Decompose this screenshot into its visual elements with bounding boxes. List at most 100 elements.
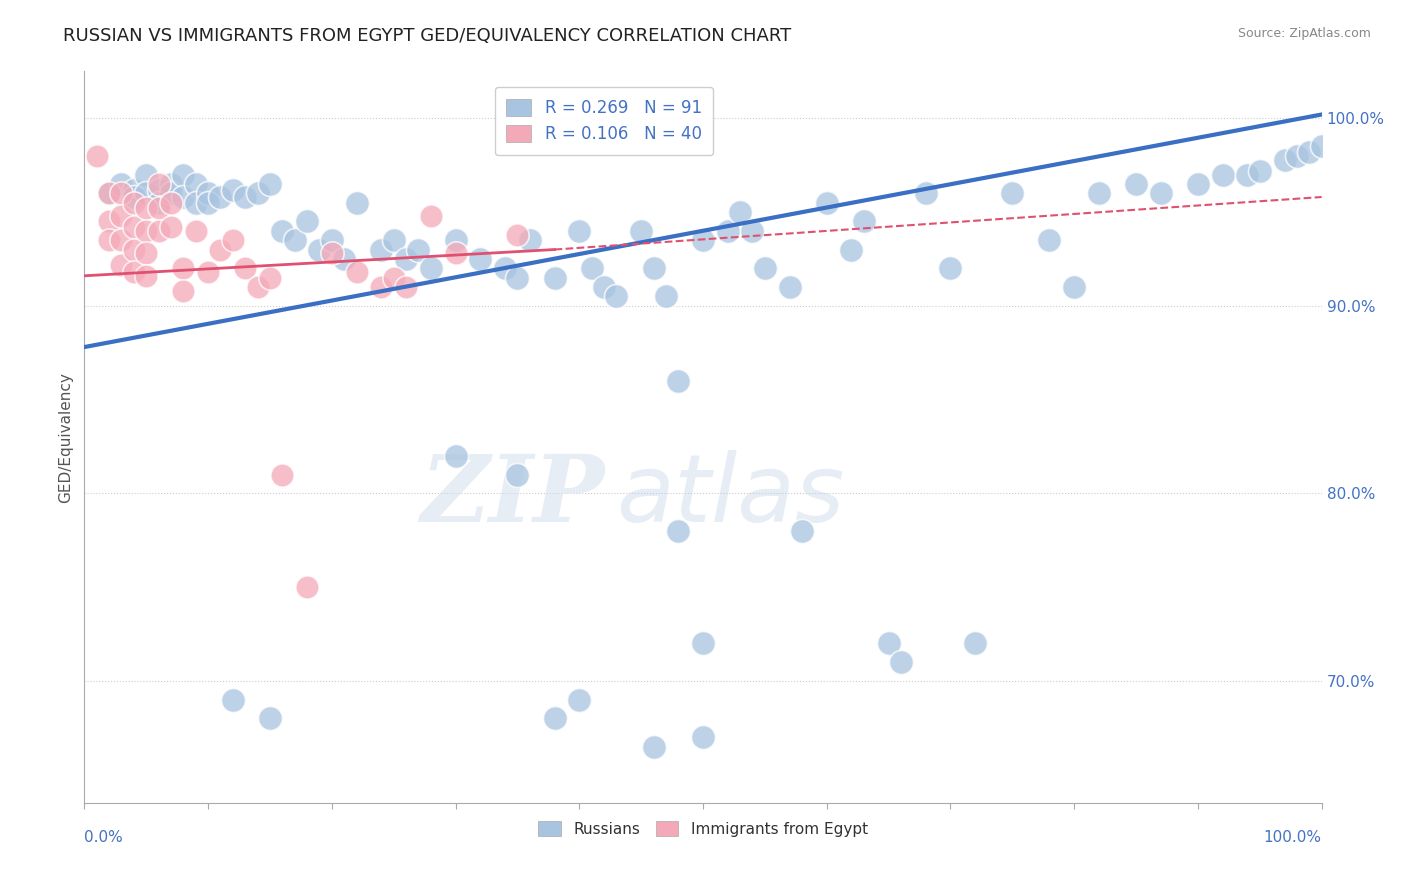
Point xyxy=(172,168,194,182)
Point xyxy=(1212,168,1234,182)
Point xyxy=(1274,153,1296,167)
Point xyxy=(184,195,207,210)
Point xyxy=(284,233,307,247)
Point xyxy=(370,280,392,294)
Point xyxy=(593,280,616,294)
Point xyxy=(122,190,145,204)
Point xyxy=(122,265,145,279)
Point xyxy=(1001,186,1024,201)
Point xyxy=(1088,186,1111,201)
Point xyxy=(184,177,207,191)
Point xyxy=(370,243,392,257)
Point xyxy=(395,252,418,266)
Point xyxy=(519,233,541,247)
Point xyxy=(444,449,467,463)
Point xyxy=(779,280,801,294)
Point xyxy=(419,209,441,223)
Point xyxy=(1236,168,1258,182)
Point xyxy=(259,711,281,725)
Point xyxy=(1298,145,1320,159)
Point xyxy=(666,524,689,538)
Point xyxy=(568,692,591,706)
Point xyxy=(98,233,121,247)
Point xyxy=(98,186,121,201)
Point xyxy=(382,270,405,285)
Point xyxy=(148,201,170,215)
Point xyxy=(86,149,108,163)
Point xyxy=(568,224,591,238)
Point xyxy=(655,289,678,303)
Point xyxy=(643,261,665,276)
Point xyxy=(419,261,441,276)
Point xyxy=(135,224,157,238)
Point xyxy=(790,524,813,538)
Point xyxy=(172,190,194,204)
Point xyxy=(135,168,157,182)
Point xyxy=(543,270,565,285)
Point xyxy=(605,289,627,303)
Point xyxy=(444,233,467,247)
Point xyxy=(543,711,565,725)
Point xyxy=(333,252,356,266)
Point xyxy=(160,177,183,191)
Point xyxy=(222,233,245,247)
Point xyxy=(148,182,170,196)
Point xyxy=(135,246,157,260)
Point xyxy=(321,246,343,260)
Text: atlas: atlas xyxy=(616,450,845,541)
Point xyxy=(1249,163,1271,178)
Point xyxy=(346,195,368,210)
Point xyxy=(470,252,492,266)
Point xyxy=(110,209,132,223)
Point xyxy=(1063,280,1085,294)
Point xyxy=(246,280,269,294)
Text: 0.0%: 0.0% xyxy=(84,830,124,845)
Point xyxy=(815,195,838,210)
Point xyxy=(321,233,343,247)
Point xyxy=(408,243,430,257)
Point xyxy=(965,636,987,650)
Text: RUSSIAN VS IMMIGRANTS FROM EGYPT GED/EQUIVALENCY CORRELATION CHART: RUSSIAN VS IMMIGRANTS FROM EGYPT GED/EQU… xyxy=(63,27,792,45)
Point xyxy=(728,205,751,219)
Text: 100.0%: 100.0% xyxy=(1264,830,1322,845)
Point xyxy=(308,243,330,257)
Point xyxy=(209,243,232,257)
Point xyxy=(148,177,170,191)
Point xyxy=(233,190,256,204)
Point xyxy=(110,258,132,272)
Point xyxy=(877,636,900,650)
Point xyxy=(717,224,740,238)
Point xyxy=(741,224,763,238)
Point xyxy=(1150,186,1173,201)
Point xyxy=(110,186,132,201)
Point xyxy=(444,246,467,260)
Legend: Russians, Immigrants from Egypt: Russians, Immigrants from Egypt xyxy=(531,814,875,843)
Text: ZIP: ZIP xyxy=(420,450,605,541)
Point xyxy=(382,233,405,247)
Point xyxy=(692,730,714,744)
Point xyxy=(122,182,145,196)
Point xyxy=(222,692,245,706)
Point xyxy=(295,214,318,228)
Point xyxy=(246,186,269,201)
Point xyxy=(395,280,418,294)
Point xyxy=(754,261,776,276)
Point xyxy=(135,186,157,201)
Point xyxy=(271,467,294,482)
Point xyxy=(1038,233,1060,247)
Point xyxy=(692,233,714,247)
Point xyxy=(1187,177,1209,191)
Point xyxy=(172,284,194,298)
Point xyxy=(890,655,912,669)
Point xyxy=(581,261,603,276)
Point xyxy=(122,220,145,235)
Point xyxy=(506,227,529,242)
Point xyxy=(506,270,529,285)
Point xyxy=(295,580,318,594)
Point xyxy=(110,233,132,247)
Text: Source: ZipAtlas.com: Source: ZipAtlas.com xyxy=(1237,27,1371,40)
Point xyxy=(939,261,962,276)
Point xyxy=(1285,149,1308,163)
Point xyxy=(852,214,875,228)
Point xyxy=(259,177,281,191)
